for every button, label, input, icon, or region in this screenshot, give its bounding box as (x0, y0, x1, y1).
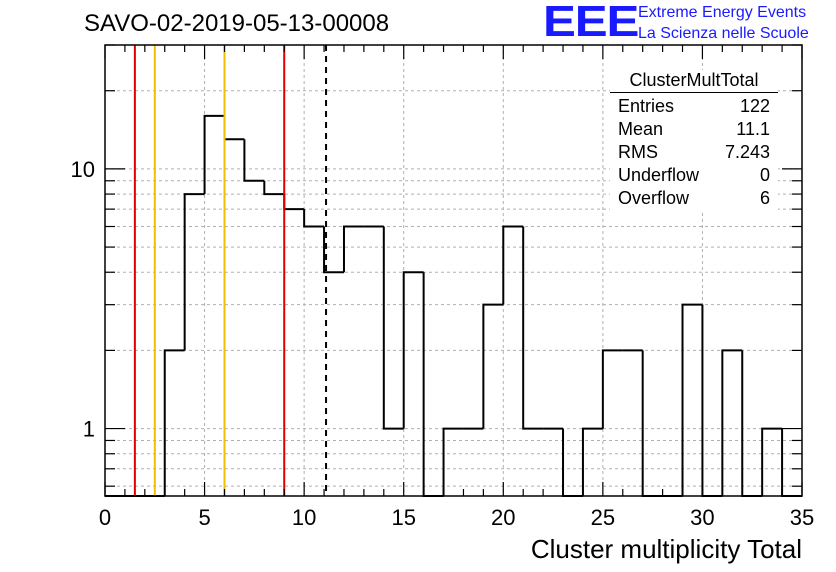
histogram-bin-20 (502, 225, 524, 305)
x-tick-label: 30 (690, 505, 714, 530)
histogram-bin-16 (422, 272, 444, 497)
axes (104, 44, 803, 497)
stats-title: ClusterMultTotal (610, 70, 778, 93)
x-tick-label: 25 (591, 505, 615, 530)
histogram-bin-24 (581, 427, 603, 496)
logo-line-1: Extreme Energy Events (638, 4, 807, 21)
y-tick-label: 10 (71, 157, 95, 182)
x-tick-label: 35 (790, 505, 814, 530)
logo-line-2: La Scienza nelle Scuole (638, 25, 809, 42)
x-axis-title: Cluster multiplicity Total (530, 534, 802, 564)
histogram-bin-4 (183, 193, 205, 351)
histogram-bin-12 (342, 225, 364, 273)
x-tick-label: 20 (491, 505, 515, 530)
histogram-bin-11 (323, 226, 344, 274)
stats-row-underflow: Underflow 0 (610, 164, 778, 187)
histogram-bin-21 (522, 226, 544, 430)
logo-mark: EEE (543, 0, 639, 46)
stats-value: 0 (759, 165, 770, 185)
tick-labels: 0 5 10 15 20 25 30 35 1 10 (71, 157, 815, 530)
stats-row-overflow: Overflow 6 (610, 187, 778, 210)
stats-label: Overflow (618, 188, 690, 208)
y-tick-label: 1 (83, 417, 95, 442)
x-tick-label: 5 (198, 505, 210, 530)
stats-value: 11.1 (736, 119, 770, 139)
histogram-bin-10 (303, 209, 325, 228)
stats-label: Underflow (618, 165, 700, 185)
histogram-bin-9 (283, 194, 305, 211)
histogram-bin-31 (721, 349, 743, 496)
plot-frame (104, 44, 803, 497)
stats-box: ClusterMultTotal Entries 122 Mean 11.1 R… (610, 70, 778, 210)
stats-value: 7.243 (724, 142, 770, 162)
histogram-bin-17 (442, 427, 464, 496)
stats-row-mean: Mean 11.1 (610, 118, 778, 141)
stats-value: 6 (759, 188, 770, 208)
x-tick-label: 10 (292, 505, 316, 530)
stats-row-rms: RMS 7.243 (610, 141, 778, 164)
stats-label: Mean (618, 119, 664, 139)
histogram-bin-3 (163, 349, 185, 496)
histogram-bin-27 (641, 350, 663, 497)
stats-row-entries: Entries 122 (610, 95, 778, 118)
histogram-bin-7 (243, 139, 265, 182)
eee-logo: EEE Extreme Energy Events La Scienza nel… (543, 0, 833, 46)
histogram-bin-14 (382, 226, 404, 430)
stats-value: 122 (739, 96, 770, 116)
stats-label: RMS (618, 142, 658, 162)
histogram-bin-29 (681, 303, 703, 496)
x-tick-label: 0 (99, 505, 111, 530)
x-tick-label: 15 (391, 505, 415, 530)
histogram-bin-6 (223, 115, 245, 141)
reference-lines (133, 45, 328, 496)
stats-label: Entries (618, 96, 675, 116)
plot-title: SAVO-02-2019-05-13-00008 (84, 10, 390, 37)
histogram-bin-25 (601, 349, 623, 429)
histogram-bin-5 (203, 114, 225, 195)
histogram-bin-30 (701, 304, 723, 497)
histogram-bin-32 (741, 350, 763, 497)
histogram-bin-19 (482, 303, 504, 429)
histogram-bin-33 (761, 427, 783, 496)
histogram-bin-15 (402, 271, 424, 429)
histogram-bin-8 (263, 180, 285, 196)
